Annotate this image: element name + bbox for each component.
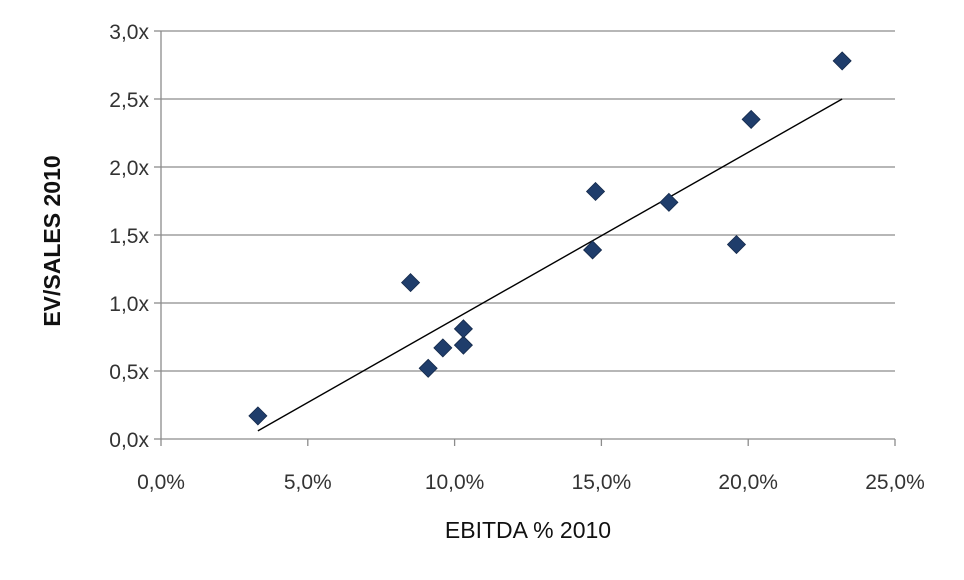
data-point-7 [585,181,606,202]
x-tick-label-3: 15,0% [572,471,632,494]
x-axis-label: EBITDA % 2010 [445,517,611,543]
y-tick-label-5: 2,5x [109,89,149,112]
y-axis-label: EV/SALES 2010 [39,155,65,326]
x-tick-label-2: 10,0% [425,471,485,494]
axes [154,30,896,446]
data-point-10 [741,109,761,129]
x-tick-label-4: 20,0% [718,471,778,494]
data-point-6 [583,240,603,260]
y-tick-label-2: 1,0x [109,293,149,316]
trendline-group [257,98,843,432]
data-point-2 [418,358,438,378]
data-point-4 [453,335,473,355]
data-point-0 [248,406,268,426]
x-tick-label-5: 25,0% [865,471,925,494]
data-points [248,51,852,426]
y-tick-label-1: 0,5x [109,361,149,384]
y-tick-label-6: 3,0x [109,21,149,44]
y-tick-label-3: 1,5x [109,225,149,248]
x-tick-label-0: 0,0% [137,471,185,494]
y-tick-label-4: 2,0x [109,157,149,180]
data-point-5 [453,319,473,339]
data-point-9 [726,234,747,255]
y-tick-label-0: 0,0x [109,429,149,452]
trendline [257,98,843,432]
x-tick-label-1: 5,0% [284,471,332,494]
data-point-1 [400,273,421,293]
data-point-3 [433,338,453,358]
data-point-11 [832,51,852,71]
data-point-8 [659,192,679,212]
gridlines [161,30,895,372]
tick-labels: 0,0x 0,5x 1,0x 1,5x 2,0x 2,5x 3,0x 0,0% 5,0% 10,0… [109,21,924,494]
